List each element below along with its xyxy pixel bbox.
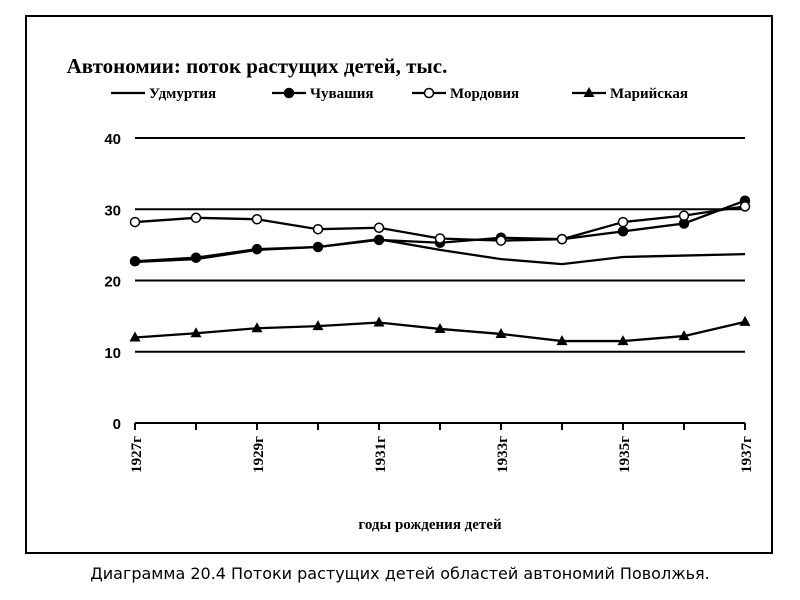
point-marker bbox=[129, 256, 141, 267]
point-marker bbox=[373, 234, 385, 246]
point-marker bbox=[251, 322, 263, 333]
x-tick-label: 1927г bbox=[129, 436, 145, 473]
point-marker bbox=[283, 87, 295, 99]
point-marker bbox=[434, 322, 446, 333]
figure-caption: Диаграмма 20.4 Потоки растущих детей обл… bbox=[90, 564, 710, 583]
point-marker bbox=[556, 335, 568, 346]
point-marker bbox=[129, 216, 141, 228]
point-marker bbox=[312, 223, 324, 235]
y-tick-label: 40 bbox=[104, 131, 121, 148]
y-tick-label: 10 bbox=[104, 345, 121, 362]
legend-label: Марийская bbox=[610, 86, 688, 102]
point-marker bbox=[373, 222, 385, 234]
y-tick-label: 20 bbox=[104, 274, 121, 291]
point-marker bbox=[190, 212, 202, 224]
point-marker bbox=[373, 316, 385, 327]
x-tick-label: 1929г bbox=[251, 436, 267, 473]
point-marker bbox=[190, 327, 202, 338]
legend-label: Мордовия bbox=[450, 86, 519, 102]
legend-entry: Удмуртия bbox=[111, 86, 216, 102]
point-marker bbox=[556, 233, 568, 245]
point-marker bbox=[129, 331, 141, 342]
point-marker bbox=[190, 252, 202, 263]
x-tick-label: 1931г bbox=[373, 436, 389, 473]
point-marker bbox=[312, 241, 324, 253]
legend-entry: Чувашия bbox=[272, 86, 374, 102]
grid-lines: 0 10 20 30 40 bbox=[104, 131, 745, 433]
point-marker bbox=[739, 201, 751, 212]
series-layer bbox=[129, 195, 751, 346]
point-marker bbox=[617, 335, 629, 346]
point-marker bbox=[251, 243, 263, 255]
point-marker bbox=[617, 216, 629, 228]
legend: Удмуртия Чувашия Мордовия Марийская bbox=[111, 86, 688, 102]
point-marker bbox=[495, 235, 507, 246]
legend-entry: Мордовия bbox=[412, 86, 519, 102]
legend-label: Чувашия bbox=[310, 86, 374, 102]
series-filled-triangle bbox=[129, 315, 751, 346]
chart-title: Автономии: поток растущих детей, тыс. bbox=[67, 54, 448, 78]
point-marker bbox=[251, 213, 263, 225]
y-tick-label: 30 bbox=[104, 202, 121, 219]
point-marker bbox=[617, 226, 629, 237]
legend-label: Удмуртия bbox=[149, 86, 216, 102]
point-marker bbox=[678, 210, 690, 221]
point-marker bbox=[739, 315, 751, 326]
chart-frame: Автономии: поток растущих детей, тыс. Уд… bbox=[25, 15, 773, 554]
x-tick-label: 1937г bbox=[739, 436, 755, 473]
axes: 1927г 1929г 1931г 1933г 1935г 1937г bbox=[129, 422, 755, 473]
line-chart: Автономии: поток растущих детей, тыс. Уд… bbox=[67, 54, 755, 533]
legend-entry: Марийская bbox=[572, 86, 688, 102]
point-marker bbox=[312, 320, 324, 331]
x-axis-label: годы рождения детей bbox=[358, 517, 502, 533]
y-tick-label: 0 bbox=[113, 416, 121, 433]
x-tick-label: 1933г bbox=[495, 436, 511, 473]
point-marker bbox=[678, 330, 690, 341]
point-marker bbox=[434, 233, 446, 244]
series-open-circle bbox=[129, 201, 751, 246]
x-tick-label: 1935г bbox=[617, 436, 633, 473]
point-marker bbox=[583, 87, 595, 97]
point-marker bbox=[423, 87, 435, 99]
point-marker bbox=[495, 327, 507, 338]
